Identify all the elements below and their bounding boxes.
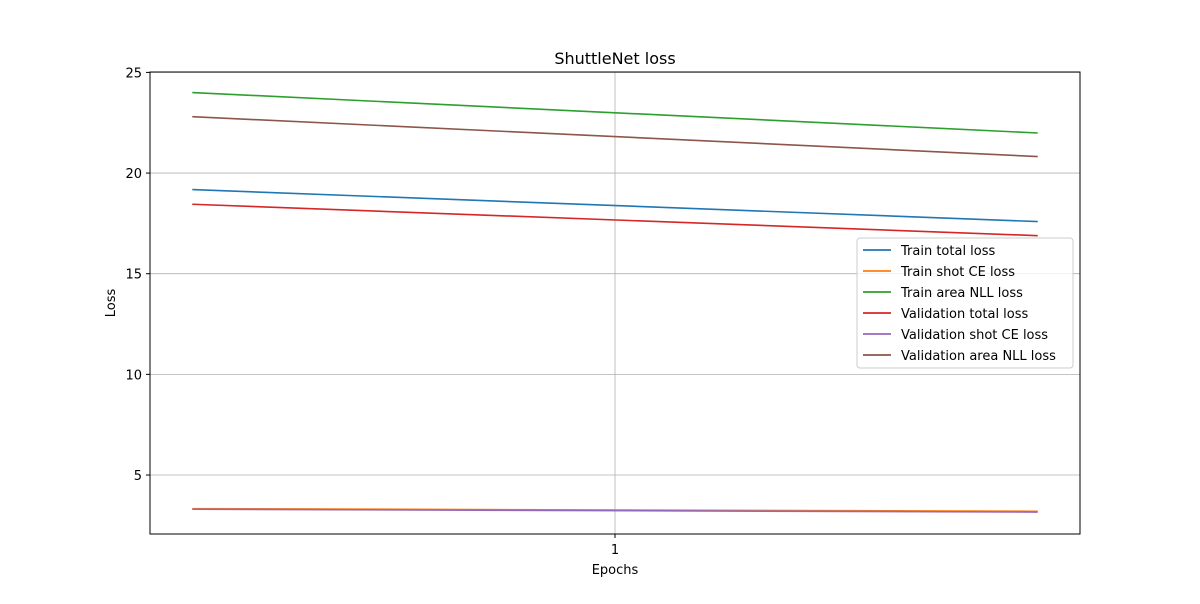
legend-label: Validation shot CE loss (901, 328, 1048, 343)
legend-label: Validation area NLL loss (901, 349, 1056, 364)
y-tick-label: 5 (134, 469, 142, 484)
legend-box (856, 237, 1074, 369)
chart-title: ShuttleNet loss (554, 49, 675, 68)
y-tick-label: 15 (125, 268, 142, 283)
x-tick-label: 1 (611, 543, 619, 558)
series-line (192, 508, 1038, 513)
x-axis-ticks: 1 (611, 534, 619, 558)
legend-label: Train total loss (900, 244, 996, 259)
y-tick-label: 20 (125, 167, 142, 182)
legend: Train total loss Train shot CE loss Train … (856, 237, 1074, 369)
legend-label: Train shot CE loss (900, 265, 1015, 280)
series-line (192, 115, 1038, 158)
series-line (192, 188, 1038, 223)
y-axis-ticks: 5 10 15 20 25 (125, 66, 150, 484)
series-lines (192, 91, 1038, 513)
x-axis-label: Epochs (592, 563, 639, 578)
series-line (192, 91, 1038, 134)
legend-label: Validation total loss (901, 307, 1029, 322)
y-tick-label: 10 (125, 368, 142, 383)
y-tick-label: 25 (125, 66, 142, 81)
legend-label: Train area NLL loss (900, 286, 1023, 301)
y-axis-label: Loss (104, 289, 119, 318)
series-line (192, 203, 1038, 237)
